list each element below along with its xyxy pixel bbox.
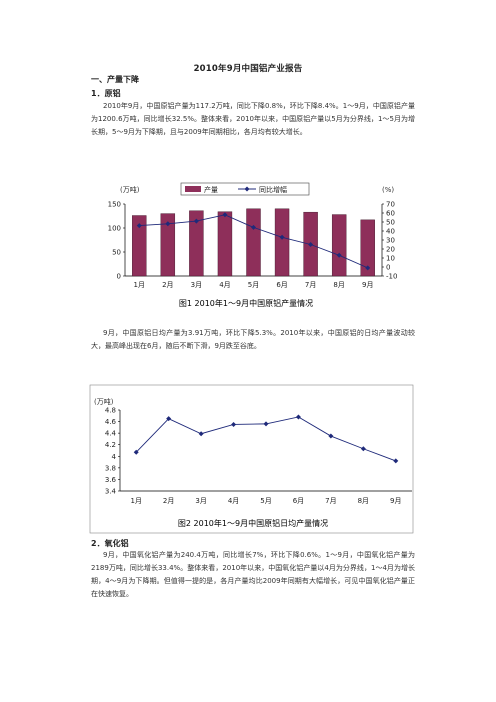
left-axis-tick-label: 100 xyxy=(108,225,121,233)
legend-label-bar: 产量 xyxy=(204,185,218,194)
left-axis-tick-label: 0 xyxy=(117,273,121,281)
right-axis-tick-label: 40 xyxy=(386,228,395,236)
x-tick-label: 9月 xyxy=(362,281,373,289)
x-tick-label: 6月 xyxy=(276,281,287,289)
x-tick-label: 5月 xyxy=(248,281,259,289)
x-tick-label: 9月 xyxy=(390,497,401,505)
x-tick-label: 5月 xyxy=(260,497,271,505)
x-tick-label: 6月 xyxy=(293,497,304,505)
y-axis-unit: (万吨) xyxy=(94,397,114,406)
x-tick-label: 4月 xyxy=(228,497,239,505)
right-axis-tick-label: 70 xyxy=(386,201,395,209)
x-tick-label: 8月 xyxy=(333,281,344,289)
x-tick-label: 1月 xyxy=(130,497,141,505)
x-tick-label: 1月 xyxy=(134,281,145,289)
x-tick-label: 7月 xyxy=(305,281,316,289)
y-axis-tick-label: 4.6 xyxy=(105,418,117,426)
right-axis-tick-label: 0 xyxy=(386,264,390,272)
legend-marker xyxy=(244,186,250,192)
x-tick-label: 4月 xyxy=(219,281,230,289)
right-axis-unit: (%) xyxy=(382,186,394,194)
bar-output xyxy=(217,211,233,277)
growth-point xyxy=(308,242,314,247)
right-axis-tick-label: 60 xyxy=(386,210,395,218)
daily-output-point xyxy=(231,421,237,427)
growth-point xyxy=(193,218,199,224)
section-heading-output: 一、产量下降 xyxy=(91,75,139,84)
daily-output-point xyxy=(360,446,366,452)
bar-output xyxy=(160,213,176,277)
growth-point xyxy=(136,223,142,229)
daily-output-point xyxy=(133,449,139,455)
paragraph-aluminum-output: 2010年9月，中国原铝产量为117.2万吨，同比下降0.8%，环比下降8.4%… xyxy=(91,100,415,139)
left-axis-unit: (万吨) xyxy=(120,185,140,194)
bar-output xyxy=(132,215,147,277)
y-axis-tick-label: 3.8 xyxy=(105,464,116,472)
paragraph-daily-output: 9月，中国原铝日均产量为3.91万吨，环比下降5.3%。2010年以来，中国原铝… xyxy=(91,327,415,353)
right-axis-tick-label: 50 xyxy=(386,219,395,227)
right-axis-tick-label: -10 xyxy=(386,273,397,281)
right-axis-tick-label: 30 xyxy=(386,237,395,245)
daily-output-point xyxy=(328,433,334,439)
y-axis-tick-label: 4.4 xyxy=(105,430,117,438)
paragraph-text: 9月，中国原铝日均产量为3.91万吨，环比下降5.3%。2010年以来，中国原铝… xyxy=(91,329,415,350)
y-axis-tick-label: 3.6 xyxy=(105,476,117,484)
growth-point xyxy=(336,252,342,258)
growth-point xyxy=(222,212,228,218)
x-tick-label: 2月 xyxy=(162,281,173,289)
daily-output-point xyxy=(393,458,399,464)
bar-output xyxy=(331,214,347,277)
paragraph-text: 2010年9月，中国原铝产量为117.2万吨，同比下降0.8%，环比下降8.4%… xyxy=(91,102,415,136)
x-tick-label: 2月 xyxy=(163,497,174,505)
x-tick-label: 8月 xyxy=(358,497,369,505)
right-axis-tick-label: 20 xyxy=(386,246,395,254)
y-axis-tick-label: 3.4 xyxy=(105,488,117,496)
chart-frame xyxy=(89,384,414,534)
subheading-alumina: 2．氧化铝 xyxy=(91,539,129,548)
y-axis-tick-label: 4.8 xyxy=(105,407,116,415)
legend-swatch-bar xyxy=(185,186,201,192)
y-axis-tick-label: 4 xyxy=(112,453,117,461)
legend-label-line: 同比增幅 xyxy=(259,185,287,194)
bar-output xyxy=(274,208,290,277)
x-tick-label: 7月 xyxy=(325,497,336,505)
growth-point xyxy=(251,224,256,230)
bar-output xyxy=(189,210,204,277)
subheading-aluminum: 1．原铝 xyxy=(91,89,121,98)
growth-point xyxy=(365,265,371,271)
right-axis-tick-label: 10 xyxy=(386,255,395,263)
chart-caption: 图1 2010年1～9月中国原铝产量情况 xyxy=(179,298,313,308)
bar-output xyxy=(360,219,375,277)
daily-output-point xyxy=(198,431,204,437)
left-axis-tick-label: 150 xyxy=(108,201,121,209)
daily-output-point xyxy=(295,414,301,420)
page-title: 2010年9月中国铝产业报告 xyxy=(193,64,303,74)
daily-output-point xyxy=(166,416,172,422)
chart-caption: 图2 2010年1～9月中国原铝日均产量情况 xyxy=(178,518,328,528)
paragraph-alumina-output: 9月，中国氧化铝产量为240.4万吨，同比增长7%，环比下降0.6%。1～9月，… xyxy=(91,549,415,601)
growth-point xyxy=(165,221,171,227)
left-axis-tick-label: 50 xyxy=(112,249,121,257)
growth-point xyxy=(279,234,285,240)
x-tick-label: 3月 xyxy=(195,497,206,505)
x-tick-label: 3月 xyxy=(191,281,202,289)
paragraph-text: 9月，中国氧化铝产量为240.4万吨，同比增长7%，环比下降0.6%。1～9月，… xyxy=(91,551,415,598)
daily-output-point xyxy=(263,421,269,427)
y-axis-tick-label: 4.2 xyxy=(105,441,116,449)
